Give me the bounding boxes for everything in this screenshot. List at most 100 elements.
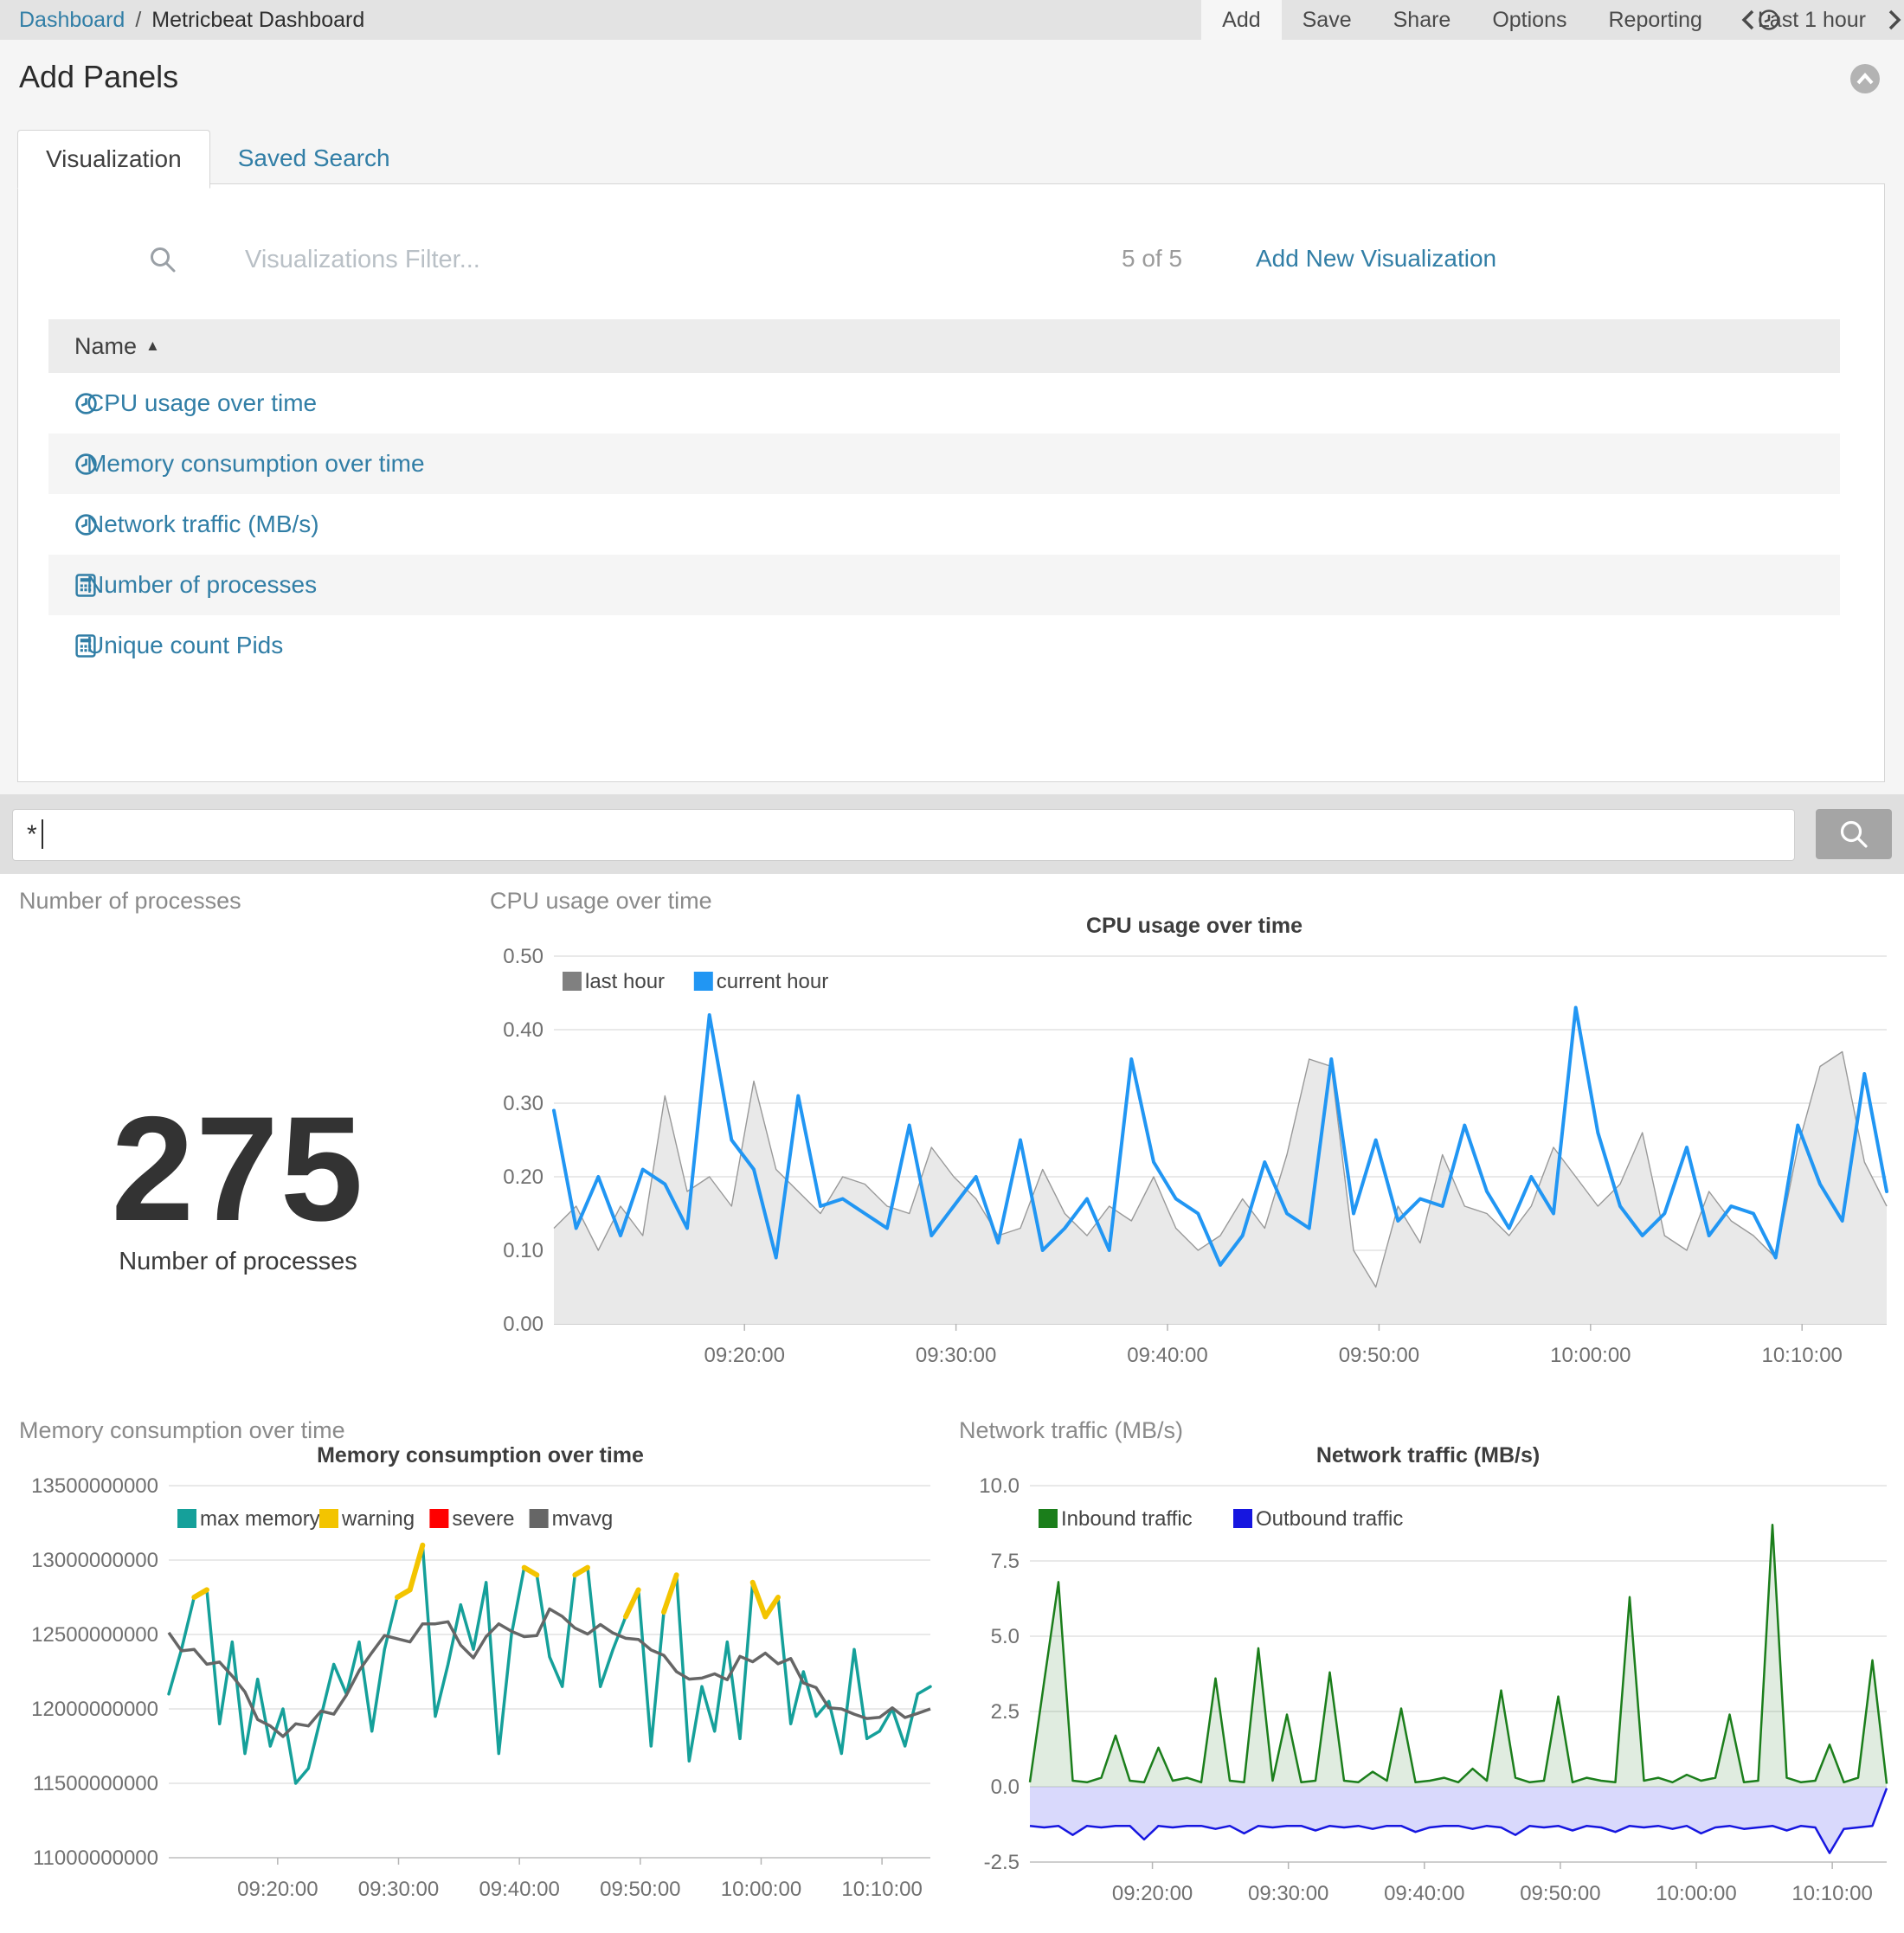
svg-text:09:50:00: 09:50:00 bbox=[1520, 1882, 1600, 1905]
svg-text:0.30: 0.30 bbox=[503, 1092, 544, 1115]
column-header-label: Name bbox=[74, 332, 138, 359]
time-forward-button[interactable] bbox=[1869, 0, 1904, 40]
list-item-label: Memory consumption over time bbox=[87, 450, 425, 477]
svg-text:Memory consumption over time: Memory consumption over time bbox=[317, 1443, 644, 1467]
nav-add-button[interactable]: Add bbox=[1201, 0, 1282, 40]
nav-reporting-button[interactable]: Reporting bbox=[1608, 7, 1702, 32]
page-title: Add Panels bbox=[19, 59, 179, 94]
svg-text:CPU usage over time: CPU usage over time bbox=[1086, 914, 1303, 938]
list-item-memory-consumption[interactable]: Memory consumption over time bbox=[48, 433, 1840, 494]
svg-text:5.0: 5.0 bbox=[991, 1625, 1020, 1648]
svg-text:last hour: last hour bbox=[585, 970, 665, 993]
list-item-unique-count-pids[interactable]: Unique count Pids bbox=[48, 615, 1840, 676]
svg-text:10:00:00: 10:00:00 bbox=[721, 1878, 801, 1901]
svg-text:12000000000: 12000000000 bbox=[31, 1698, 158, 1721]
svg-text:mvavg: mvavg bbox=[552, 1507, 614, 1531]
memory-consumption-chart[interactable]: Memory consumption over time 13500000000 1… bbox=[17, 1436, 943, 1933]
time-picker[interactable]: Last 1 hour bbox=[1758, 0, 1869, 40]
add-new-visualization-link[interactable]: Add New Visualization bbox=[1256, 245, 1497, 272]
query-search-button[interactable] bbox=[1816, 809, 1892, 859]
svg-text:10:00:00: 10:00:00 bbox=[1656, 1882, 1736, 1905]
text-caret bbox=[42, 819, 43, 849]
svg-text:13000000000: 13000000000 bbox=[31, 1549, 158, 1572]
svg-text:10:00:00: 10:00:00 bbox=[1550, 1344, 1631, 1367]
time-back-button[interactable] bbox=[1723, 0, 1758, 40]
panel-title-memory-consumption: Memory consumption over time bbox=[19, 1417, 345, 1443]
svg-text:max memory: max memory bbox=[200, 1507, 320, 1531]
list-item-label: CPU usage over time bbox=[87, 389, 318, 416]
svg-text:11000000000: 11000000000 bbox=[33, 1846, 158, 1870]
metric-label: Number of processes bbox=[119, 1248, 357, 1275]
collapse-button[interactable] bbox=[1850, 64, 1880, 93]
svg-text:0.40: 0.40 bbox=[503, 1018, 544, 1042]
add-panels-tabs: Visualization Saved Search bbox=[17, 130, 418, 189]
search-icon bbox=[1840, 820, 1868, 848]
list-item-label: Network traffic (MB/s) bbox=[87, 511, 319, 537]
panel-title-cpu-usage: CPU usage over time bbox=[490, 888, 712, 914]
result-count: 5 of 5 bbox=[1121, 245, 1183, 272]
clock-icon bbox=[1759, 10, 1779, 30]
visualization-table: Name ▲ CPU usage over time Memory consum… bbox=[48, 319, 1840, 676]
svg-text:10:10:00: 10:10:00 bbox=[1761, 1344, 1842, 1367]
query-input[interactable] bbox=[12, 809, 1795, 861]
add-panels-section: Add Panels Visualization Saved Search 5 … bbox=[0, 40, 1904, 796]
list-item-label: Number of processes bbox=[87, 571, 318, 598]
svg-text:7.5: 7.5 bbox=[991, 1550, 1020, 1573]
svg-text:09:30:00: 09:30:00 bbox=[358, 1878, 439, 1901]
svg-text:09:40:00: 09:40:00 bbox=[1384, 1882, 1464, 1905]
svg-text:current hour: current hour bbox=[717, 970, 828, 993]
network-traffic-chart[interactable]: Network traffic (MB/s) 10.0 7.5 5.0 2.5 0.0 -2… bbox=[952, 1436, 1904, 1933]
svg-text:10:10:00: 10:10:00 bbox=[1791, 1882, 1872, 1905]
panel-title-number-of-processes: Number of processes bbox=[19, 888, 241, 914]
svg-text:09:40:00: 09:40:00 bbox=[479, 1878, 559, 1901]
chevron-right-icon bbox=[1888, 10, 1901, 30]
metric-value: 275 bbox=[111, 1086, 365, 1252]
svg-text:Network traffic (MB/s): Network traffic (MB/s) bbox=[1316, 1443, 1540, 1467]
svg-text:Outbound traffic: Outbound traffic bbox=[1256, 1507, 1403, 1531]
chevron-up-icon bbox=[1856, 73, 1874, 85]
breadcrumb-separator: / bbox=[135, 7, 142, 32]
svg-text:09:50:00: 09:50:00 bbox=[1339, 1344, 1419, 1367]
chevron-left-icon bbox=[1741, 10, 1754, 30]
tab-saved-search[interactable]: Saved Search bbox=[237, 144, 390, 171]
visualizations-filter-input[interactable] bbox=[243, 238, 956, 281]
list-item-network-traffic[interactable]: Network traffic (MB/s) bbox=[48, 494, 1840, 555]
svg-text:09:40:00: 09:40:00 bbox=[1127, 1344, 1207, 1367]
visualization-list-panel: 5 of 5 Add New Visualization Name ▲ CPU … bbox=[17, 183, 1885, 782]
breadcrumb-dashboard-link[interactable]: Dashboard bbox=[19, 7, 125, 32]
svg-text:09:20:00: 09:20:00 bbox=[1112, 1882, 1193, 1905]
svg-text:09:20:00: 09:20:00 bbox=[237, 1878, 318, 1901]
sort-ascending-icon: ▲ bbox=[145, 337, 160, 354]
svg-text:warning: warning bbox=[341, 1507, 415, 1531]
panel-title-network-traffic: Network traffic (MB/s) bbox=[959, 1417, 1184, 1443]
svg-text:Inbound traffic: Inbound traffic bbox=[1061, 1507, 1193, 1531]
svg-text:09:50:00: 09:50:00 bbox=[600, 1878, 680, 1901]
cpu-usage-chart[interactable]: CPU usage over time 0.50 0.40 0.30 0.20 0.10 0… bbox=[485, 907, 1904, 1403]
svg-text:13500000000: 13500000000 bbox=[31, 1474, 158, 1498]
nav-options-button[interactable]: Options bbox=[1492, 7, 1567, 32]
tab-visualization[interactable]: Visualization bbox=[17, 130, 210, 189]
nav-share-button[interactable]: Share bbox=[1393, 7, 1451, 32]
svg-text:0.00: 0.00 bbox=[503, 1313, 544, 1336]
svg-text:10:10:00: 10:10:00 bbox=[841, 1878, 922, 1901]
svg-text:0.0: 0.0 bbox=[991, 1776, 1020, 1799]
svg-text:0.20: 0.20 bbox=[503, 1166, 544, 1189]
svg-text:2.5: 2.5 bbox=[991, 1700, 1020, 1724]
svg-text:0.50: 0.50 bbox=[503, 945, 544, 968]
svg-text:11500000000: 11500000000 bbox=[33, 1772, 158, 1795]
list-item-label: Unique count Pids bbox=[87, 632, 284, 658]
breadcrumb: Dashboard / Metricbeat Dashboard bbox=[0, 0, 364, 40]
list-item-number-of-processes[interactable]: Number of processes bbox=[48, 555, 1840, 615]
svg-text:09:30:00: 09:30:00 bbox=[1248, 1882, 1328, 1905]
svg-text:10.0: 10.0 bbox=[979, 1474, 1020, 1498]
query-bar bbox=[0, 794, 1904, 874]
svg-text:12500000000: 12500000000 bbox=[31, 1623, 158, 1647]
nav-save-button[interactable]: Save bbox=[1302, 7, 1352, 32]
top-nav-menu: Add Save Share Options Reporting Last 1 … bbox=[1201, 0, 1904, 40]
svg-text:0.10: 0.10 bbox=[503, 1239, 544, 1262]
top-nav-bar: Dashboard / Metricbeat Dashboard Add Sav… bbox=[0, 0, 1904, 40]
svg-text:-2.5: -2.5 bbox=[984, 1851, 1020, 1874]
table-header-name[interactable]: Name ▲ bbox=[48, 319, 1840, 373]
list-item-cpu-usage[interactable]: CPU usage over time bbox=[48, 373, 1840, 433]
time-picker-label: Last 1 hour bbox=[1757, 7, 1866, 32]
